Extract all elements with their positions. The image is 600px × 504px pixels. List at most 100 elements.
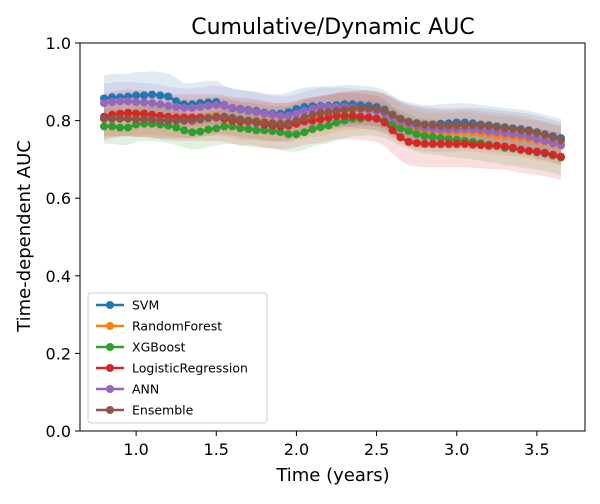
- data-point: [172, 103, 181, 111]
- data-point: [252, 117, 261, 126]
- data-point: [364, 104, 373, 113]
- data-point: [548, 133, 557, 142]
- chart-title: Cumulative/Dynamic AUC: [191, 15, 475, 40]
- data-point: [436, 139, 445, 148]
- data-point: [468, 140, 477, 149]
- data-point: [140, 109, 149, 118]
- data-point: [516, 126, 525, 135]
- data-point: [468, 121, 477, 130]
- data-point: [308, 110, 317, 119]
- data-point: [116, 114, 125, 123]
- data-point: [540, 131, 549, 139]
- y-tick-label: 1.0: [46, 34, 71, 53]
- data-point: [124, 97, 133, 106]
- data-point: [236, 115, 245, 124]
- data-point: [100, 122, 108, 131]
- data-point: [300, 106, 309, 115]
- data-point: [188, 128, 197, 137]
- legend-item: XGBoost: [96, 340, 186, 355]
- data-point: [396, 114, 405, 123]
- y-tick-label: 0.0: [46, 422, 71, 441]
- data-point: [557, 136, 565, 144]
- data-point: [172, 116, 181, 125]
- data-point: [540, 148, 549, 157]
- data-point: [276, 111, 285, 120]
- data-point: [452, 139, 461, 148]
- data-point: [196, 115, 205, 124]
- band-logisticregression: [104, 89, 561, 180]
- x-tick-label: 1.0: [123, 440, 148, 459]
- data-point: [116, 97, 125, 106]
- legend-box: [87, 292, 268, 424]
- data-point: [292, 130, 301, 139]
- y-tick-label: 0.2: [46, 344, 71, 363]
- data-point: [460, 139, 469, 148]
- data-point: [524, 146, 533, 155]
- data-point: [548, 150, 557, 159]
- data-point: [348, 105, 357, 113]
- legend: SVM RandomForest XGBoost LogisticRegression…: [87, 292, 268, 424]
- data-point: [356, 104, 365, 113]
- data-point: [236, 124, 245, 133]
- data-point: [156, 91, 165, 100]
- data-point: [204, 101, 213, 110]
- x-tick-label: 2.5: [364, 440, 389, 459]
- data-point: [180, 103, 189, 112]
- data-point: [180, 116, 189, 125]
- legend-label: ANN: [132, 382, 159, 397]
- data-point: [148, 90, 157, 99]
- data-point: [404, 137, 413, 146]
- data-point: [340, 105, 349, 114]
- data-point: [428, 121, 437, 130]
- data-point: [268, 119, 277, 128]
- data-point: [388, 120, 397, 129]
- legend-label: XGBoost: [132, 340, 186, 355]
- data-point: [196, 103, 205, 111]
- data-point: [476, 121, 485, 130]
- data-point: [260, 118, 269, 127]
- data-point: [348, 111, 357, 120]
- data-point: [380, 106, 389, 115]
- legend-item: LogisticRegression: [96, 361, 248, 376]
- data-point: [532, 135, 541, 144]
- data-point: [140, 91, 149, 100]
- data-point: [204, 113, 213, 122]
- legend-label: Ensemble: [132, 403, 194, 418]
- data-point: [324, 121, 333, 130]
- data-point: [492, 141, 501, 150]
- data-point: [532, 129, 541, 137]
- data-point: [324, 108, 333, 117]
- data-point: [420, 120, 429, 129]
- data-point: [284, 119, 293, 128]
- data-point: [292, 116, 301, 125]
- data-point: [412, 119, 421, 128]
- data-point: [324, 113, 333, 122]
- data-point: [204, 125, 213, 134]
- data-point: [500, 142, 509, 151]
- data-point: [220, 122, 229, 131]
- data-point: [516, 145, 525, 154]
- legend-marker: [106, 385, 114, 393]
- data-point: [148, 99, 157, 108]
- data-point: [188, 116, 197, 125]
- data-point: [316, 123, 325, 132]
- data-point: [557, 152, 565, 161]
- data-point: [188, 103, 197, 112]
- data-point: [300, 113, 309, 122]
- x-axis-label: Time (years): [275, 465, 389, 486]
- data-point: [316, 108, 325, 117]
- data-point: [372, 105, 381, 113]
- data-point: [212, 112, 221, 121]
- data-point: [436, 134, 445, 143]
- data-point: [260, 126, 269, 135]
- data-point: [124, 114, 133, 123]
- data-point: [356, 112, 365, 121]
- y-axis-label: Time-dependent AUC: [14, 140, 35, 333]
- data-point: [540, 136, 549, 145]
- data-point: [220, 112, 229, 121]
- data-point: [124, 123, 133, 132]
- data-point: [252, 108, 261, 117]
